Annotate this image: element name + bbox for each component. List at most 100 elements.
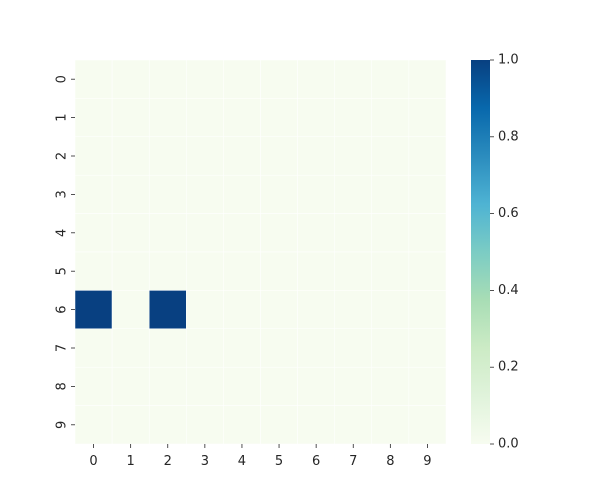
heatmap-cell-r7-c9: [408, 328, 447, 368]
x-tick-label: 1: [127, 454, 135, 469]
heatmap-cell-r6-c2: [148, 290, 187, 330]
heatmap-cell-r4-c4: [223, 213, 261, 253]
heatmap-cell-r3-c8: [371, 174, 410, 214]
heatmap-cell-r1-c7: [334, 98, 373, 138]
heatmap-cell-r5-c1: [111, 251, 150, 291]
heatmap-cell-r7-c4: [223, 328, 261, 368]
heatmap-cell-r9-c2: [148, 405, 187, 445]
heatmap-cell-r5-c3: [186, 251, 224, 291]
heatmap-cell-r3-c2: [148, 174, 187, 214]
x-tick-label: 8: [386, 454, 394, 469]
colorbar-gradient: [471, 60, 490, 444]
heatmap-cell-r8-c6: [297, 366, 335, 406]
x-tick-label: 4: [238, 454, 246, 469]
heatmap-cell-r0-c3: [186, 59, 224, 99]
y-tick-label: 3: [55, 190, 70, 198]
heatmap-cell-r2-c8: [371, 136, 410, 176]
heatmap-cell-r7-c6: [297, 328, 335, 368]
heatmap-cell-r5-c6: [297, 251, 335, 291]
heatmap-cell-r4-c5: [260, 213, 298, 253]
y-tick-label: 5: [55, 267, 70, 275]
x-tick-label: 5: [275, 454, 283, 469]
heatmap-cell-r6-c5: [260, 290, 298, 330]
x-axis: 0 1 2 3 4 5 6 7 8 9: [89, 444, 432, 469]
heatmap-cell-r1-c1: [111, 98, 150, 138]
colorbar-tick-label: 0.2: [498, 360, 519, 375]
heatmap-cell-r7-c8: [371, 328, 410, 368]
colorbar-tick-label: 0.4: [498, 283, 519, 298]
heatmap-cell-r6-c4: [223, 290, 261, 330]
heatmap-cell-r6-c0: [74, 290, 113, 330]
y-tick-label: 6: [55, 305, 70, 313]
heatmap-cell-r4-c7: [334, 213, 373, 253]
heatmap-cell-r7-c3: [186, 328, 224, 368]
heatmap-cell-r1-c6: [297, 98, 335, 138]
heatmap-cell-r8-c9: [408, 366, 447, 406]
y-tick-label: 8: [55, 382, 70, 390]
y-tick-label: 2: [55, 152, 70, 160]
heatmap-cell-r5-c0: [74, 251, 113, 291]
heatmap-cell-r5-c8: [371, 251, 410, 291]
heatmap-cell-r8-c3: [186, 366, 224, 406]
heatmap-cell-r4-c0: [74, 213, 113, 253]
heatmap-cell-r9-c5: [260, 405, 298, 445]
heatmap-cell-r2-c3: [186, 136, 224, 176]
colorbar-tick-label: 0.0: [498, 437, 519, 452]
x-tick-label: 7: [349, 454, 357, 469]
heatmap-cell-r1-c3: [186, 98, 224, 138]
y-tick-label: 4: [55, 229, 70, 237]
heatmap-cell-r0-c5: [260, 59, 298, 99]
heatmap-cell-r0-c8: [371, 59, 410, 99]
heatmap-cell-r1-c0: [74, 98, 113, 138]
heatmap-cell-r8-c8: [371, 366, 410, 406]
heatmap-cell-r4-c3: [186, 213, 224, 253]
heatmap-cell-r9-c8: [371, 405, 410, 445]
heatmap-cell-r8-c1: [111, 366, 150, 406]
y-tick-label: 1: [55, 113, 70, 121]
heatmap-cell-r0-c9: [408, 59, 447, 99]
heatmap-cell-r8-c4: [223, 366, 261, 406]
heatmap-cell-r1-c4: [223, 98, 261, 138]
colorbar-tick-label: 1.0: [498, 53, 519, 68]
y-tick-label: 0: [55, 75, 70, 83]
heatmap-cell-r7-c7: [334, 328, 373, 368]
heatmap-cell-r1-c8: [371, 98, 410, 138]
x-tick-label: 0: [89, 454, 97, 469]
heatmap-cell-r0-c1: [111, 59, 150, 99]
heatmap-cell-r7-c1: [111, 328, 150, 368]
heatmap-cell-r9-c3: [186, 405, 224, 445]
heatmap-cell-r1-c9: [408, 98, 447, 138]
heatmap-cell-r3-c1: [111, 174, 150, 214]
heatmap-cell-r6-c6: [297, 290, 335, 330]
heatmap-cell-r9-c4: [223, 405, 261, 445]
heatmap-cell-r2-c6: [297, 136, 335, 176]
heatmap-cell-r3-c7: [334, 174, 373, 214]
heatmap-cell-r4-c9: [408, 213, 447, 253]
heatmap-cell-r3-c6: [297, 174, 335, 214]
heatmap-cell-r6-c3: [186, 290, 224, 330]
heatmap-cell-r0-c0: [74, 59, 113, 99]
y-axis: 0 1 2 3 4 5 6 7 8 9: [55, 75, 75, 429]
y-tick-label: 7: [55, 344, 70, 352]
heatmap-cell-r4-c1: [111, 213, 150, 253]
heatmap-cell-r8-c5: [260, 366, 298, 406]
heatmap-cell-r1-c5: [260, 98, 298, 138]
heatmap-cell-r7-c5: [260, 328, 298, 368]
heatmap-cell-r2-c0: [74, 136, 113, 176]
heatmap-cell-r5-c9: [408, 251, 447, 291]
heatmap-cell-r2-c9: [408, 136, 447, 176]
heatmap-cell-r3-c3: [186, 174, 224, 214]
heatmap-cell-r8-c7: [334, 366, 373, 406]
heatmap-cell-r4-c2: [148, 213, 187, 253]
heatmap-cell-r3-c4: [223, 174, 261, 214]
heatmap-cell-r9-c6: [297, 405, 335, 445]
heatmap-cell-r2-c7: [334, 136, 373, 176]
heatmap-cell-r5-c4: [223, 251, 261, 291]
x-tick-label: 9: [423, 454, 431, 469]
heatmap-cell-r0-c6: [297, 59, 335, 99]
heatmap-cell-r9-c7: [334, 405, 373, 445]
x-tick-label: 6: [312, 454, 320, 469]
heatmap-cell-r2-c2: [148, 136, 187, 176]
heatmap-cell-r2-c1: [111, 136, 150, 176]
